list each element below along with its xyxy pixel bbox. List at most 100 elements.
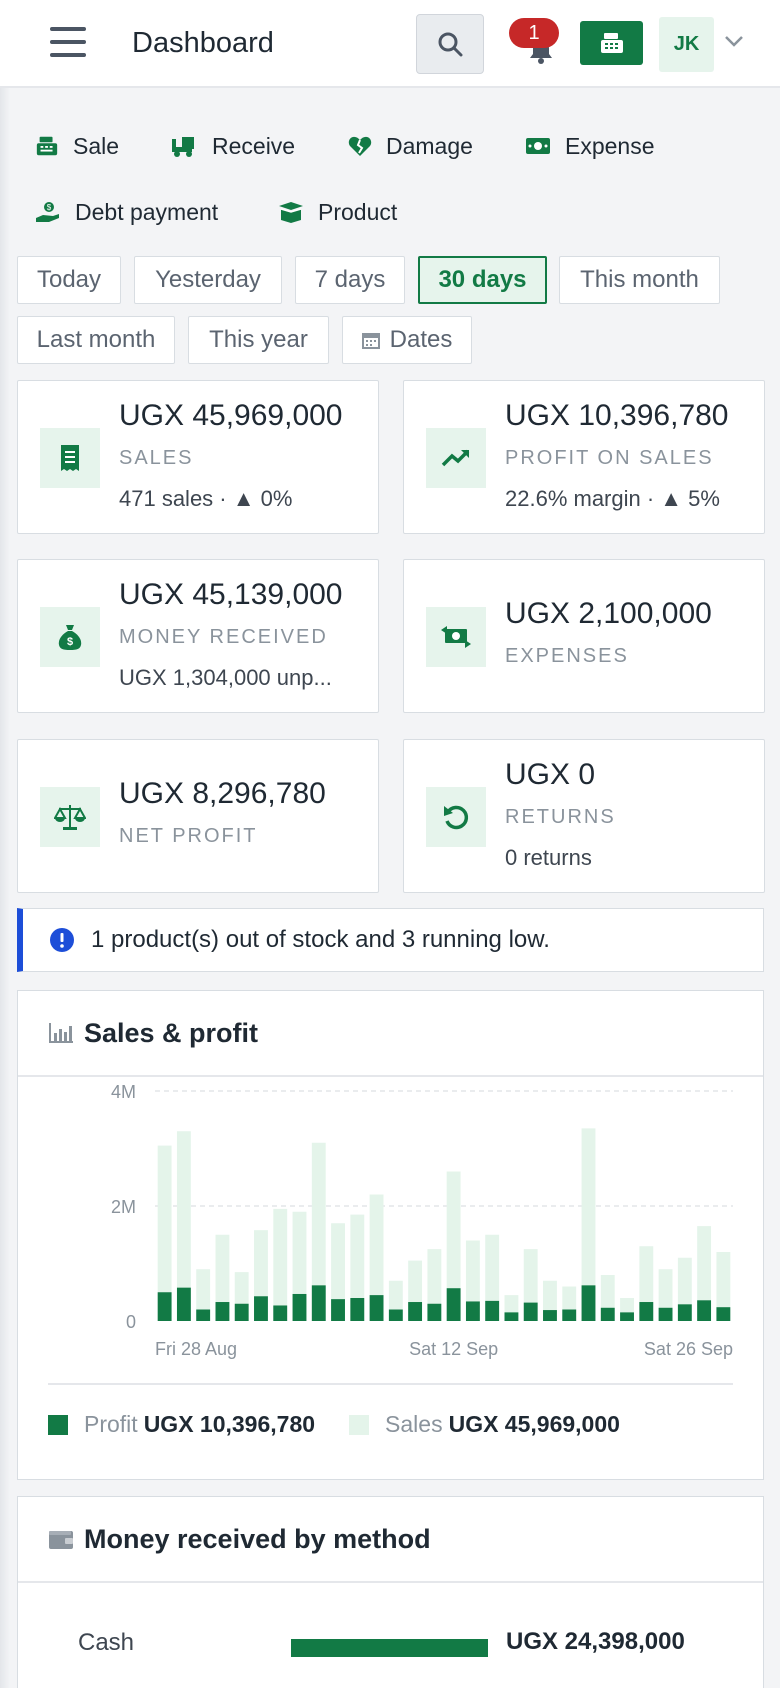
sales-bar[interactable] — [292, 1211, 307, 1321]
sales-bar[interactable] — [331, 1223, 345, 1321]
profit-bar[interactable] — [581, 1285, 596, 1321]
sales-bar[interactable] — [157, 1145, 172, 1321]
money-icon — [526, 138, 550, 154]
profit-label: PROFIT ON SALES — [505, 447, 714, 469]
filter-last-month[interactable]: Last month — [17, 316, 175, 364]
sales-bar[interactable] — [465, 1240, 480, 1322]
profit-bar[interactable] — [485, 1300, 500, 1321]
profit-bar[interactable] — [215, 1302, 230, 1321]
profit-bar[interactable] — [157, 1292, 172, 1321]
chevron-down-icon[interactable] — [723, 34, 745, 48]
filter-30-days[interactable]: 30 days — [418, 256, 547, 304]
profit-bar[interactable] — [620, 1312, 634, 1321]
filter-dates[interactable]: Dates — [342, 316, 472, 364]
profit-bar[interactable] — [504, 1312, 519, 1321]
profit-bar[interactable] — [523, 1302, 538, 1321]
profit-bar[interactable] — [716, 1307, 731, 1321]
profit-bar[interactable] — [465, 1301, 480, 1321]
profit-bar[interactable] — [331, 1299, 345, 1321]
profit-bar[interactable] — [196, 1309, 211, 1322]
info-icon — [50, 928, 74, 952]
sales-bar[interactable] — [427, 1249, 442, 1321]
action-debt-payment-label: Debt payment — [75, 198, 219, 225]
action-damage-label: Damage — [386, 132, 473, 159]
profit-bar[interactable] — [677, 1304, 692, 1321]
sales-bar[interactable] — [369, 1194, 384, 1322]
action-receive[interactable]: Receive — [170, 126, 295, 166]
y-tick-label: 2M — [111, 1197, 136, 1217]
profit-bar[interactable] — [311, 1285, 326, 1321]
x-tick-label: Sat 12 Sep — [409, 1339, 498, 1359]
profit-bar[interactable] — [254, 1296, 268, 1321]
action-debt-payment[interactable]: $ Debt payment — [35, 192, 218, 232]
search-icon — [438, 32, 463, 57]
sales-bar[interactable] — [697, 1226, 712, 1321]
action-expense[interactable]: Expense — [525, 126, 655, 166]
method-row-cash: Cash UGX 24,398,000 — [18, 1627, 765, 1667]
filter-today[interactable]: Today — [17, 256, 121, 304]
profit-bar[interactable] — [562, 1309, 577, 1322]
avatar[interactable]: JK — [659, 17, 714, 72]
card-profit[interactable]: UGX 10,396,780 PROFIT ON SALES 22.6% mar… — [403, 380, 765, 534]
sales-bar[interactable] — [176, 1131, 191, 1321]
filter-yesterday[interactable]: Yesterday — [134, 256, 282, 304]
profit-bar[interactable] — [446, 1288, 461, 1321]
method-bar — [291, 1639, 488, 1657]
returns-label: RETURNS — [505, 806, 616, 828]
cash-register-icon — [600, 33, 623, 53]
sales-bar[interactable] — [716, 1252, 731, 1321]
search-button[interactable] — [416, 14, 484, 74]
profit-bar[interactable] — [697, 1300, 712, 1321]
profit-bar[interactable] — [369, 1295, 384, 1321]
profit-bar[interactable] — [350, 1298, 365, 1321]
filter-this-year[interactable]: This year — [188, 316, 329, 364]
card-sales[interactable]: UGX 45,969,000 SALES 471 sales · ▲ 0% — [17, 380, 379, 534]
menu-icon[interactable] — [50, 27, 86, 59]
action-sale[interactable]: Sale — [35, 126, 119, 166]
sales-bar[interactable] — [196, 1269, 211, 1321]
action-receive-label: Receive — [212, 132, 296, 159]
profit-bar[interactable] — [234, 1303, 249, 1321]
profit-bar[interactable] — [639, 1302, 654, 1321]
cash-register-button[interactable] — [580, 21, 643, 65]
profit-bar[interactable] — [427, 1303, 442, 1321]
sales-bar[interactable] — [581, 1128, 596, 1321]
y-tick-label: 0 — [126, 1312, 136, 1332]
filter-this-month[interactable]: This month — [559, 256, 720, 304]
sales-legend-swatch — [349, 1414, 370, 1435]
card-net-profit[interactable]: UGX 8,296,780 NET PROFIT — [17, 739, 379, 893]
sales-bar[interactable] — [273, 1208, 288, 1321]
sales-bar[interactable] — [446, 1171, 461, 1322]
trending-up-icon — [426, 428, 486, 488]
method-amount: UGX 24,398,000 — [506, 1628, 685, 1655]
sales-bar[interactable] — [485, 1234, 500, 1321]
profit-value: UGX 10,396,780 — [505, 399, 729, 432]
profit-bar[interactable] — [292, 1293, 307, 1321]
profit-bar[interactable] — [658, 1307, 673, 1321]
money-method-header: Money received by method — [18, 1497, 763, 1583]
profit-bar[interactable] — [408, 1302, 423, 1321]
sales-bar[interactable] — [350, 1214, 365, 1321]
profit-bar[interactable] — [543, 1310, 557, 1321]
notifications-button[interactable]: 1 — [506, 14, 578, 74]
action-product[interactable]: Product — [278, 192, 397, 232]
sales-sub: 471 sales · ▲ 0% — [119, 486, 293, 511]
sales-profit-chart: 0 2M 4M Fri 28 Aug Sat 12 Sep Sat 26 Sep — [48, 1082, 733, 1385]
money-bag-icon: $ — [40, 607, 100, 667]
stock-alert[interactable]: 1 product(s) out of stock and 3 running … — [17, 908, 764, 972]
x-tick-label: Sat 26 Sep — [644, 1339, 733, 1359]
net-profit-value: UGX 8,296,780 — [119, 777, 326, 810]
top-bar: Dashboard 1 JK — [0, 0, 780, 88]
card-expenses[interactable]: UGX 2,100,000 EXPENSES — [403, 559, 765, 713]
filter-7-days[interactable]: 7 days — [295, 256, 405, 304]
profit-bar[interactable] — [273, 1305, 288, 1321]
action-damage[interactable]: Damage — [348, 126, 473, 166]
profit-bar[interactable] — [600, 1307, 615, 1321]
profit-bar[interactable] — [176, 1287, 191, 1321]
card-returns[interactable]: UGX 0 RETURNS 0 returns — [403, 739, 765, 893]
sales-bar[interactable] — [311, 1142, 326, 1321]
expenses-label: EXPENSES — [505, 645, 629, 667]
card-money-received[interactable]: $ UGX 45,139,000 MONEY RECEIVED UGX 1,30… — [17, 559, 379, 713]
sales-bar[interactable] — [215, 1234, 230, 1321]
profit-bar[interactable] — [388, 1309, 403, 1322]
